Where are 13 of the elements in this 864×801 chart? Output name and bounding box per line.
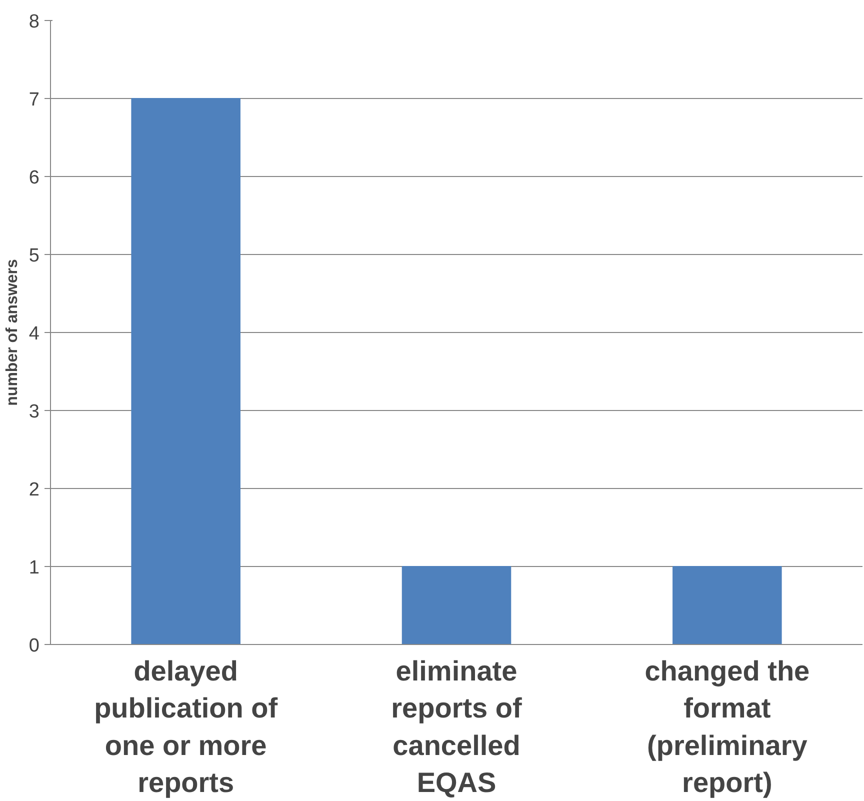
y-tick-label: 2 bbox=[28, 480, 40, 500]
x-tick-label: changed the format (preliminary report) bbox=[644, 656, 810, 798]
y-tick-label: 7 bbox=[28, 90, 40, 110]
y-axis-title: number of answers bbox=[4, 259, 21, 406]
y-tick-label: 0 bbox=[28, 636, 40, 656]
x-tick-label: eliminate reports of cancelled EQAS bbox=[391, 656, 523, 798]
y-tick-label: 5 bbox=[28, 246, 40, 266]
y-tick-label: 3 bbox=[28, 402, 40, 422]
y-tick-label: 1 bbox=[28, 558, 40, 578]
y-tick-label: 8 bbox=[28, 12, 40, 32]
y-tick-label: 6 bbox=[28, 168, 40, 188]
y-tick-label: 4 bbox=[28, 324, 40, 344]
x-tick-label: delayed publication of one or more reports bbox=[94, 656, 278, 798]
